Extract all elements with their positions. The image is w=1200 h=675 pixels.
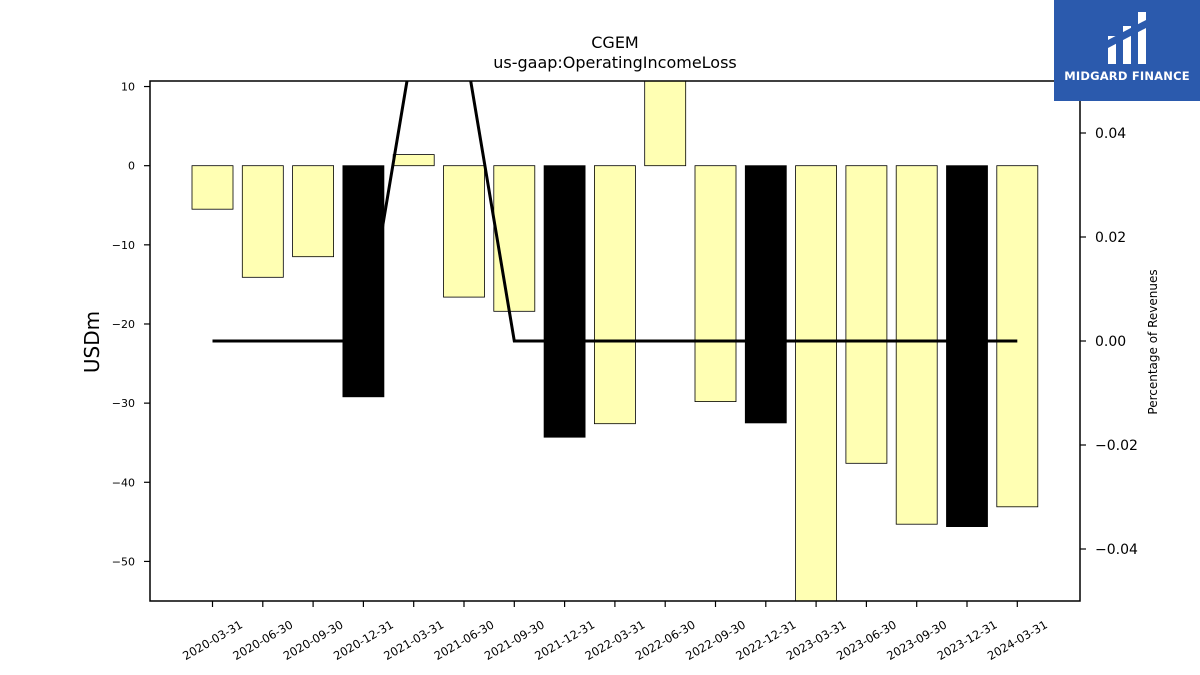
bars-group (191, 81, 1039, 601)
bar-2021-12-31 (543, 165, 586, 438)
y-tick-label: −10 (112, 239, 135, 252)
brand-logo: MIDGARD FINANCE (1054, 0, 1200, 101)
y-tick-label: 10 (121, 81, 135, 94)
bar-2020-09-30 (292, 165, 335, 258)
bar-2020-12-31 (342, 165, 385, 398)
y-right-tick-label: 0.00 (1095, 334, 1126, 350)
y-right-tick-label: 0.02 (1095, 230, 1126, 246)
y-axis-right-label: Percentage of Revenues (1146, 269, 1160, 414)
y-right-tick-label: 0.04 (1095, 126, 1126, 142)
bar-2022-12-31 (744, 165, 787, 424)
bar-2022-09-30 (694, 165, 737, 402)
bar-2020-06-30 (241, 165, 284, 278)
bar-2021-09-30 (493, 165, 536, 312)
y-right-tick-label: −0.04 (1095, 542, 1138, 558)
line-series-path (212, 81, 1018, 343)
y-tick-label: 0 (128, 160, 135, 173)
bar-2022-06-30 (644, 81, 687, 167)
y-right-tick-label: −0.02 (1095, 438, 1138, 454)
bar-2024-03-31 (996, 165, 1039, 508)
y-axis-label: USDm (80, 311, 104, 373)
bar-2021-03-31 (392, 154, 435, 167)
y-tick-label: −50 (112, 555, 135, 568)
y-tick-label: −30 (112, 397, 135, 410)
bar-2022-03-31 (594, 165, 636, 425)
chart-subtitle: us-gaap:OperatingIncomeLoss (493, 53, 737, 72)
logo-text: MIDGARD FINANCE (1064, 69, 1190, 83)
bar-2023-12-31 (946, 165, 988, 527)
bar-2023-06-30 (845, 165, 888, 464)
line-series-group (212, 81, 1018, 343)
bar-2020-03-31 (191, 165, 234, 210)
bar-2023-03-31 (795, 165, 837, 601)
bar-2021-06-30 (443, 165, 485, 298)
logo-mark-icon (1108, 12, 1146, 64)
chart-title: CGEM (591, 33, 638, 52)
y-tick-label: −40 (112, 476, 135, 489)
y-tick-label: −20 (112, 318, 135, 331)
bar-2023-09-30 (895, 165, 938, 525)
